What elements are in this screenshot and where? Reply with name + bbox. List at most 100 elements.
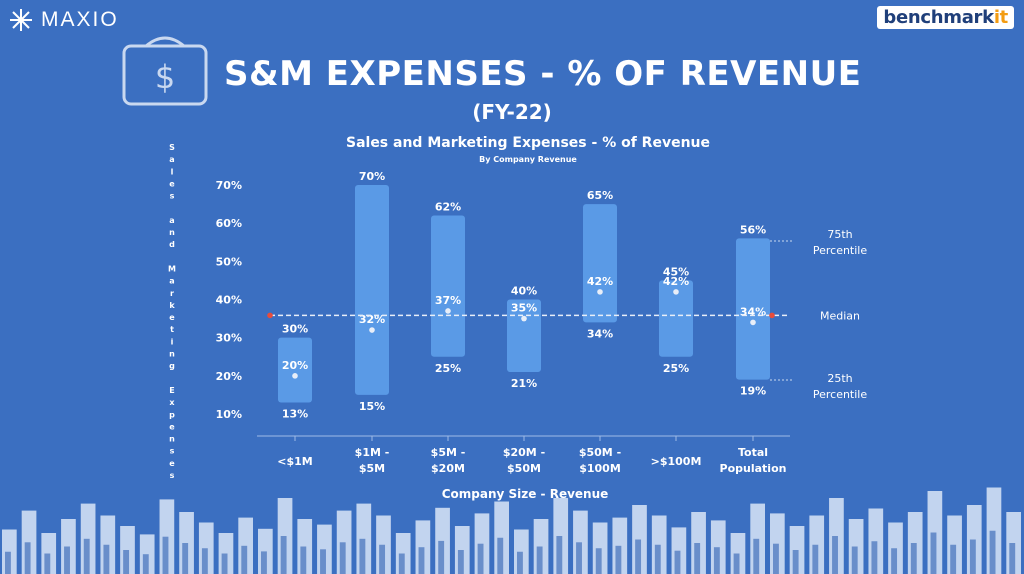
median-point bbox=[521, 315, 527, 322]
y-axis-label-char: k bbox=[169, 301, 175, 310]
y-axis-label-char: a bbox=[169, 277, 174, 286]
x-tick-label: <$1M bbox=[277, 455, 312, 468]
y-axis-label-char: d bbox=[169, 240, 175, 249]
decoration-bar-inner bbox=[871, 541, 878, 574]
y-axis-label-char: s bbox=[170, 192, 175, 201]
decoration-bar-inner bbox=[930, 532, 937, 574]
decoration-bar-inner bbox=[891, 548, 898, 574]
legend-p25-text: Percentile bbox=[813, 388, 868, 401]
median-line-start-dot bbox=[267, 312, 273, 319]
chart-title: Sales and Marketing Expenses - % of Reve… bbox=[346, 135, 710, 151]
benchmarkit-logo-main: benchmark bbox=[883, 7, 994, 28]
decoration-bar-inner bbox=[832, 536, 838, 574]
median-label: 32% bbox=[359, 313, 385, 326]
range-bar bbox=[507, 299, 541, 373]
maxio-logo-text: MAXIO bbox=[41, 8, 119, 31]
decoration-bar-inner bbox=[221, 553, 228, 574]
y-tick-label: 40% bbox=[216, 294, 242, 307]
median-point bbox=[369, 327, 375, 333]
decoration-bar-inner bbox=[910, 543, 917, 574]
y-axis-label-char: r bbox=[170, 289, 174, 298]
y-axis-label-char: l bbox=[171, 167, 174, 176]
legend-median-text: Median bbox=[820, 309, 860, 322]
p75-label: 65% bbox=[587, 189, 613, 202]
p75-label: 70% bbox=[359, 170, 385, 183]
decoration-bar-inner bbox=[339, 542, 346, 574]
x-tick-label: $100M bbox=[579, 462, 621, 475]
x-tick-label: $5M bbox=[359, 462, 385, 475]
y-tick-label: 70% bbox=[216, 179, 242, 192]
decoration-bar-inner bbox=[182, 543, 189, 574]
benchmarkit-logo: benchmarkit bbox=[877, 6, 1014, 29]
decoration-bar-inner bbox=[44, 553, 51, 574]
decoration-bar-inner bbox=[733, 553, 740, 574]
decoration-bar-inner bbox=[359, 538, 366, 574]
p75-label: 40% bbox=[511, 285, 537, 298]
decoration-bar-inner bbox=[398, 553, 405, 574]
y-axis-label-char: e bbox=[169, 313, 175, 322]
median-point bbox=[673, 289, 679, 295]
decoration-bar-inner bbox=[615, 545, 622, 574]
p75-label: 30% bbox=[282, 323, 308, 336]
decoration-bar-inner bbox=[536, 546, 543, 574]
chart-subtitle: By Company Revenue bbox=[479, 155, 577, 164]
decoration-bar-inner bbox=[83, 538, 90, 574]
page-subtitle: (FY-22) bbox=[472, 100, 552, 124]
decoration-bar-inner bbox=[280, 536, 287, 574]
decoration-bar-inner bbox=[477, 543, 484, 574]
p25-label: 21% bbox=[511, 377, 537, 390]
y-axis-label-char: e bbox=[169, 459, 175, 468]
median-line-end-dot bbox=[769, 312, 775, 319]
decoration-bar-inner bbox=[556, 536, 563, 574]
legend-p25-text: 25th bbox=[827, 372, 852, 385]
decoration-bar-inner bbox=[24, 542, 31, 574]
decoration-bar-inner bbox=[1009, 543, 1016, 574]
y-axis-label-char: n bbox=[169, 228, 175, 237]
decoration-bar-inner bbox=[497, 537, 504, 574]
range-bar bbox=[659, 280, 693, 357]
range-bar bbox=[278, 337, 312, 403]
y-axis-label-char: t bbox=[170, 325, 174, 334]
median-label: 37% bbox=[435, 294, 461, 307]
median-label: 42% bbox=[663, 275, 689, 288]
p75-label: 56% bbox=[740, 223, 766, 236]
decoration-bar-inner bbox=[654, 544, 661, 574]
p25-label: 34% bbox=[587, 327, 613, 340]
x-tick-label: Population bbox=[720, 462, 787, 475]
p75-label: 62% bbox=[435, 201, 461, 214]
median-label: 34% bbox=[740, 305, 766, 318]
x-tick-label: $50M bbox=[507, 462, 541, 475]
y-axis-label-char: i bbox=[171, 337, 174, 346]
range-bar bbox=[431, 215, 465, 357]
y-axis-label-char: a bbox=[169, 216, 174, 225]
y-axis-label-char: a bbox=[169, 155, 174, 164]
decoration-bar-inner bbox=[792, 550, 799, 574]
money-bag-icon: $ bbox=[122, 36, 208, 106]
y-tick-label: 20% bbox=[216, 370, 242, 383]
snowflake-logo-icon bbox=[10, 9, 32, 31]
x-tick-label: $5M - bbox=[431, 446, 466, 459]
x-tick-label: Total bbox=[738, 446, 768, 459]
y-tick-label: 60% bbox=[216, 217, 242, 230]
p75-label: 45% bbox=[663, 265, 689, 278]
p25-label: 15% bbox=[359, 400, 385, 413]
y-tick-label: 10% bbox=[216, 408, 242, 421]
decoration-bar-inner bbox=[162, 536, 169, 574]
y-axis-label-char: S bbox=[169, 143, 175, 152]
decoration-bar-inner bbox=[851, 546, 858, 574]
decoration-bar-inner bbox=[300, 546, 307, 574]
y-axis-label-char: M bbox=[168, 264, 176, 273]
y-axis-label-char: E bbox=[169, 386, 174, 395]
decoration-bar-inner bbox=[812, 544, 819, 574]
page-title: S&M EXPENSES - % OF REVENUE bbox=[224, 54, 862, 94]
decoration-bar-inner bbox=[379, 544, 386, 574]
maxio-logo: MAXIO bbox=[8, 7, 119, 33]
range-bar bbox=[355, 185, 389, 395]
decoration-bar-inner bbox=[595, 548, 602, 574]
decoration-bar-inner bbox=[142, 554, 149, 574]
decoration-bar-inner bbox=[418, 547, 425, 574]
y-axis-label-char: s bbox=[170, 447, 175, 456]
decoration-bar-inner bbox=[989, 530, 996, 574]
median-label: 35% bbox=[511, 302, 537, 315]
y-axis-label-char: n bbox=[169, 350, 175, 359]
